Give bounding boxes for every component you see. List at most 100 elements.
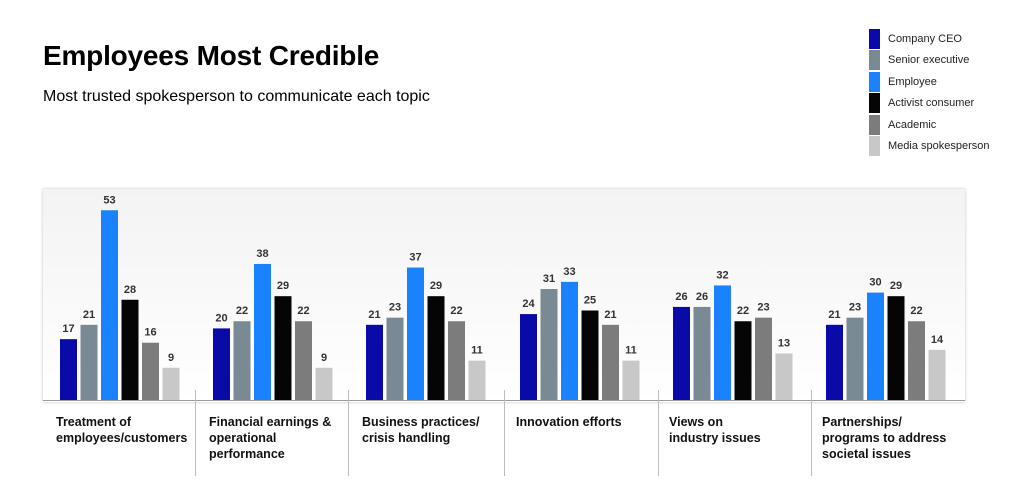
bar [622, 360, 640, 400]
bar [427, 296, 445, 400]
bar [673, 306, 690, 400]
bar [846, 317, 864, 400]
chart-panel [43, 189, 965, 402]
bar [142, 342, 159, 400]
data-label: 21 [83, 309, 95, 321]
bar [693, 306, 711, 400]
bar [60, 339, 77, 400]
data-label: 21 [368, 309, 380, 321]
category-label-line: operational [209, 431, 277, 445]
bar [468, 360, 486, 400]
data-label: 17 [62, 323, 74, 335]
category-label-line: crisis handling [362, 431, 451, 445]
category-label: Financial earnings & operational performan… [209, 414, 354, 462]
bar [734, 321, 752, 400]
bar [602, 324, 619, 400]
bar [274, 296, 292, 400]
legend-swatch [869, 71, 880, 92]
data-label: 23 [849, 302, 861, 314]
data-label: 16 [144, 327, 156, 339]
bar [908, 321, 925, 400]
data-label: 28 [124, 284, 136, 296]
data-label: 24 [522, 298, 535, 310]
legend-swatch [869, 114, 880, 135]
data-label: 11 [625, 345, 637, 357]
data-label: 33 [563, 266, 575, 278]
legend-item-company-ceo: Company CEO [869, 28, 1019, 50]
legend-label: Media spokesperson [888, 140, 990, 153]
category-label-line: programs to address [822, 431, 947, 445]
legend-label: Company CEO [888, 32, 962, 45]
category-label-line: Views on [669, 415, 723, 429]
data-label: 53 [103, 194, 115, 206]
bar [540, 289, 558, 400]
category-label-line: performance [209, 447, 285, 461]
bar [561, 281, 578, 400]
data-label: 38 [256, 248, 268, 260]
bar [386, 317, 404, 400]
bar [867, 292, 884, 400]
legend-item-academic: Academic [869, 114, 1019, 136]
data-label: 23 [757, 302, 769, 314]
data-label: 32 [716, 269, 728, 281]
bar [162, 367, 180, 400]
bar [121, 299, 139, 400]
data-label: 22 [910, 305, 922, 317]
legend-swatch [869, 93, 880, 114]
legend-label: Senior executive [888, 54, 970, 67]
legend-label: Academic [888, 118, 937, 131]
data-label: 22 [236, 305, 248, 317]
bar [755, 317, 772, 400]
legend-swatch [869, 136, 880, 157]
data-label: 9 [321, 352, 327, 364]
bar [233, 321, 251, 400]
bar [714, 285, 731, 400]
data-label: 31 [543, 273, 555, 285]
legend-swatch [869, 50, 880, 71]
category-label-line: Innovation efforts [516, 415, 622, 429]
bar [366, 324, 383, 400]
data-label: 20 [215, 312, 227, 324]
bar [315, 367, 333, 400]
category-label-line: Partnerships/ [822, 415, 902, 429]
legend-item-senior-executive: Senior executive [869, 50, 1019, 72]
data-label: 13 [778, 337, 790, 349]
bar [101, 210, 118, 400]
data-label: 37 [409, 252, 421, 264]
category-label: Partnerships/programs to address societal… [822, 414, 967, 462]
category-label-line: employees/customers [56, 431, 188, 445]
data-label: 22 [737, 305, 749, 317]
legend-label: Employee [888, 75, 937, 88]
category-label-line: industry issues [669, 431, 761, 445]
legend-label: Activist consumer [888, 97, 975, 110]
data-label: 9 [168, 352, 174, 364]
category-label-line: Treatment of [56, 415, 132, 429]
data-label: 22 [297, 305, 309, 317]
category-label: Treatment of employees/customers [56, 414, 201, 446]
data-label: 25 [584, 295, 596, 307]
category-label-line: societal issues [822, 447, 911, 461]
data-label: 23 [389, 302, 401, 314]
bar [581, 310, 599, 400]
bar [928, 349, 946, 400]
bar [80, 324, 98, 400]
chart-legend: Company CEO Senior executive Employee Ac… [869, 28, 1019, 157]
bar [295, 321, 312, 400]
data-label: 29 [890, 280, 902, 292]
bar [520, 314, 537, 400]
data-label: 29 [277, 280, 289, 292]
legend-item-media-spokesperson: Media spokesperson [869, 136, 1019, 158]
data-label: 21 [828, 309, 840, 321]
data-label: 26 [696, 291, 708, 303]
bar [254, 263, 271, 400]
chart-subtitle: Most trusted spokesperson to communicate… [43, 88, 430, 105]
data-label: 22 [450, 305, 462, 317]
legend-swatch [869, 28, 880, 49]
bar [213, 328, 230, 400]
legend-item-activist-consumer: Activist consumer [869, 93, 1019, 115]
data-label: 14 [931, 334, 944, 346]
bar [826, 324, 843, 400]
data-label: 26 [675, 291, 687, 303]
data-label: 11 [471, 345, 483, 357]
